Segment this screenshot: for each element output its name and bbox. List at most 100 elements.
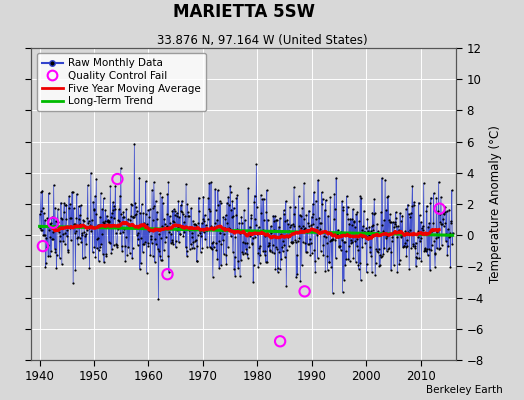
Point [200, 218, 209, 224]
Point [209, 274, 217, 280]
Point [399, 243, 408, 249]
Point [332, 175, 341, 181]
Point [323, 253, 331, 259]
Point [211, 220, 219, 226]
Y-axis label: Temperature Anomaly (°C): Temperature Anomaly (°C) [489, 125, 502, 283]
Point [437, 221, 445, 228]
Point [194, 194, 203, 201]
Point [398, 212, 407, 219]
Point [405, 210, 413, 217]
Point [134, 236, 143, 242]
Point [391, 220, 399, 227]
Point [42, 260, 50, 266]
Point [220, 251, 228, 257]
Point [383, 248, 391, 254]
Point [344, 256, 353, 262]
Point [424, 246, 433, 252]
Point [420, 248, 428, 254]
Point [174, 224, 182, 230]
Point [43, 215, 51, 222]
Point [441, 204, 449, 210]
Point [225, 226, 234, 232]
Point [294, 193, 303, 200]
Point [59, 237, 68, 244]
Point [258, 227, 267, 233]
Point [227, 233, 235, 240]
Point [85, 265, 94, 272]
Point [56, 232, 64, 239]
Point [206, 223, 215, 230]
Point [261, 233, 269, 239]
Point [299, 239, 307, 245]
Point [269, 212, 277, 219]
Point [84, 220, 92, 226]
Point [150, 258, 159, 265]
Point [38, 227, 46, 234]
Point [157, 223, 166, 229]
Point [165, 268, 173, 275]
Point [356, 193, 364, 200]
Point [427, 194, 435, 201]
Point [163, 253, 172, 259]
Point [154, 296, 162, 303]
Point [175, 214, 183, 220]
Point [170, 219, 179, 226]
Point [84, 218, 93, 224]
Point [143, 221, 151, 228]
Point [297, 213, 305, 219]
Point [374, 248, 383, 255]
Point [430, 190, 438, 196]
Point [71, 266, 80, 273]
Point [421, 247, 429, 254]
Point [350, 218, 358, 224]
Point [73, 241, 82, 247]
Point [199, 193, 208, 200]
Point [328, 236, 336, 242]
Point [413, 250, 421, 256]
Point [379, 217, 388, 223]
Point [216, 200, 225, 207]
Point [305, 236, 314, 242]
Point [409, 243, 418, 249]
Point [154, 246, 162, 252]
Point [108, 207, 117, 213]
Point [95, 222, 103, 228]
Point [108, 245, 116, 252]
Point [433, 234, 442, 241]
Point [72, 228, 80, 234]
Point [368, 269, 376, 276]
Point [343, 211, 351, 217]
Point [122, 234, 130, 241]
Point [400, 240, 409, 246]
Point [369, 226, 378, 233]
Point [278, 228, 287, 234]
Point [333, 230, 341, 237]
Point [69, 280, 78, 286]
Point [364, 236, 373, 242]
Point [418, 230, 427, 236]
Point [183, 201, 192, 208]
Point [210, 244, 218, 250]
Point [315, 228, 323, 234]
Point [130, 214, 138, 220]
Point [356, 260, 364, 266]
Point [390, 219, 399, 226]
Point [310, 189, 318, 196]
Point [433, 229, 442, 235]
Point [230, 266, 238, 272]
Point [151, 198, 160, 204]
Point [179, 233, 188, 239]
Point [292, 238, 300, 245]
Point [385, 245, 394, 251]
Point [347, 216, 356, 222]
Point [224, 194, 233, 200]
Point [289, 223, 298, 230]
Point [178, 198, 186, 204]
Point [349, 206, 357, 212]
Point [341, 239, 349, 246]
Point [74, 203, 83, 210]
Point [45, 227, 53, 234]
Point [47, 220, 55, 226]
Point [40, 232, 49, 238]
Point [204, 206, 213, 212]
